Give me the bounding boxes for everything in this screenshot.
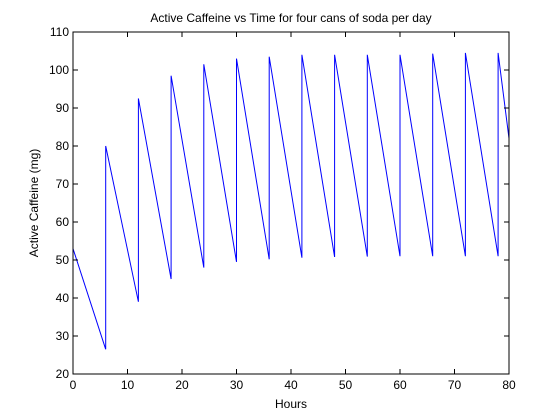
ticks-layer: 0 10 20 30 40 50 60 70 80 20 30 40 50 60 70 80 90 100 110: [49, 25, 516, 392]
y-tick-label-110: 110: [50, 25, 69, 39]
y-tick-label-50: 50: [56, 253, 70, 267]
y-tick-label-80: 80: [56, 139, 70, 153]
x-tick-label-80: 80: [502, 378, 516, 392]
y-tick-label-100: 100: [49, 63, 69, 77]
y-tick-label-30: 30: [56, 329, 70, 343]
series-layer: [72, 52, 510, 350]
x-tick-label-30: 30: [230, 378, 244, 392]
x-axis-label: Hours: [275, 397, 307, 411]
x-tick-label-50: 50: [339, 378, 353, 392]
x-tick-label-40: 40: [284, 378, 298, 392]
y-tick-label-70: 70: [56, 177, 70, 191]
y-tick-label-20: 20: [56, 367, 70, 381]
series-line-0: [72, 52, 510, 350]
plot-area: [73, 32, 509, 374]
y-axis-label: Active Caffeine (mg): [27, 149, 41, 258]
y-tick-label-40: 40: [56, 291, 70, 305]
x-tick-label-10: 10: [121, 378, 135, 392]
x-tick-label-60: 60: [393, 378, 407, 392]
x-tick-label-20: 20: [175, 378, 189, 392]
x-tick-label-0: 0: [70, 378, 77, 392]
chart-title: Active Caffeine vs Time for four cans of…: [150, 11, 431, 25]
y-tick-label-60: 60: [56, 215, 70, 229]
x-tick-label-70: 70: [448, 378, 462, 392]
y-tick-label-90: 90: [56, 101, 70, 115]
